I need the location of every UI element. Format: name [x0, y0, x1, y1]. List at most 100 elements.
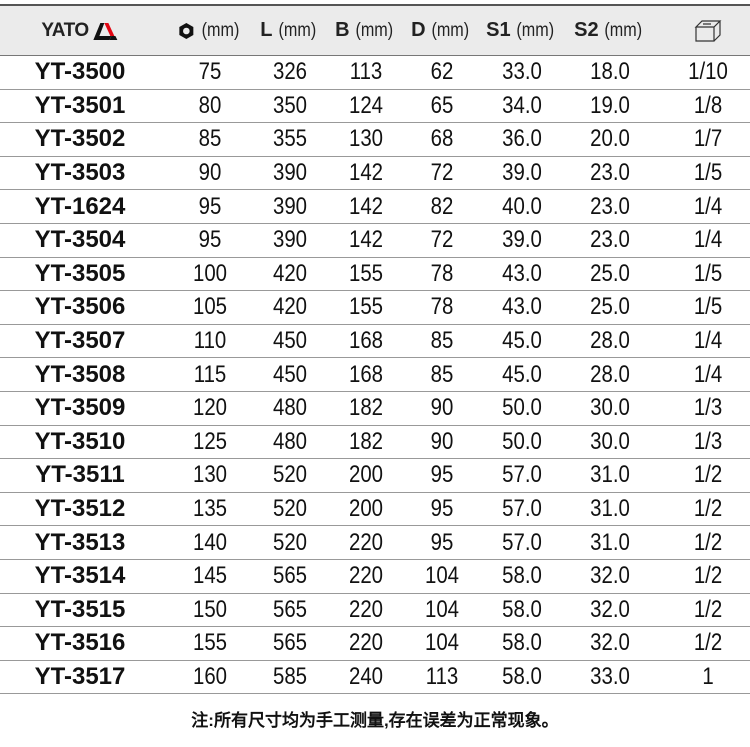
value-cell: 43.0 — [499, 291, 546, 324]
value-cell: 120 — [190, 392, 230, 425]
value-cell: 65 — [429, 90, 456, 123]
cell-text: YT-3507 — [34, 327, 126, 355]
value-cell: 390 — [270, 224, 310, 257]
cell-text: 31.0 — [590, 495, 630, 523]
cell-text: YT-3509 — [34, 394, 126, 422]
value-cell: 33.0 — [499, 56, 546, 89]
value-cell: 58.0 — [499, 560, 546, 593]
value-cell: 130 — [190, 459, 230, 492]
header-b: B (mm) — [335, 6, 397, 55]
cell-text: 200 — [348, 461, 384, 489]
value-cell: 200 — [346, 459, 386, 492]
yato-logo: YATO — [41, 6, 118, 55]
cell-text: 23.0 — [590, 192, 630, 220]
value-cell: 1/2 — [691, 594, 724, 627]
model-cell: YT-3509 — [35, 392, 126, 425]
value-cell: 420 — [270, 258, 310, 291]
cell-text: 565 — [272, 595, 308, 623]
label: S1 — [486, 19, 511, 41]
value-cell: 113 — [347, 56, 385, 89]
cell-text: 1/2 — [693, 528, 723, 556]
cell-text: 155 — [192, 629, 228, 657]
cell-text: 155 — [348, 293, 384, 321]
cell-text: 39.0 — [502, 159, 542, 187]
cell-text: 45.0 — [502, 327, 542, 355]
cell-text: 95 — [198, 226, 222, 254]
cell-text: YT-3500 — [34, 58, 126, 86]
label: L — [260, 19, 273, 41]
value-cell: 75 — [197, 56, 224, 89]
value-cell: 85 — [429, 358, 456, 391]
cell-text: 40.0 — [502, 192, 542, 220]
table-row: YT-3504 95 390 142 72 39.0 23.0 1/4 — [0, 224, 750, 258]
cell-text: 585 — [272, 663, 308, 691]
cell-text: 95 — [198, 192, 222, 220]
value-cell: 95 — [197, 224, 224, 257]
value-cell: 565 — [270, 560, 310, 593]
cell-text: 1 — [702, 663, 714, 691]
cell-text: YT-3511 — [35, 461, 125, 489]
cell-text: YT-3517 — [34, 663, 126, 691]
model-cell: YT-3510 — [35, 426, 126, 459]
cell-text: 90 — [198, 159, 222, 187]
value-cell: 1/2 — [691, 627, 724, 660]
cell-text: 1/2 — [693, 461, 723, 489]
value-cell: 34.0 — [499, 90, 546, 123]
header-s1: S1 (mm) — [486, 6, 558, 55]
table-row: YT-3503 90 390 142 72 39.0 23.0 1/5 — [0, 157, 750, 191]
value-cell: 72 — [429, 157, 456, 190]
value-cell: 150 — [190, 594, 230, 627]
cell-text: 113 — [349, 58, 383, 86]
cell-text: 50.0 — [502, 427, 542, 455]
value-cell: 182 — [346, 426, 386, 459]
cell-text: 1/2 — [693, 562, 723, 590]
cell-text: 1/5 — [693, 293, 723, 321]
cell-text: YT-3505 — [34, 259, 126, 287]
value-cell: 1/3 — [691, 392, 724, 425]
table-row: YT-3501 80 350 124 65 34.0 19.0 1/8 — [0, 90, 750, 124]
cell-text: 50.0 — [502, 394, 542, 422]
unit: (mm) — [431, 19, 470, 41]
cell-text: 110 — [193, 327, 227, 355]
value-cell: 58.0 — [499, 661, 546, 694]
cell-text: 23.0 — [590, 226, 630, 254]
logo-mark-icon — [93, 22, 118, 40]
cell-text: 85 — [430, 327, 454, 355]
table-row: YT-3500 75 326 113 62 33.0 18.0 1/10 — [0, 56, 750, 90]
value-cell: 85 — [197, 123, 224, 156]
value-cell: 585 — [270, 661, 310, 694]
cell-text: 1/2 — [693, 595, 723, 623]
value-cell: 1/4 — [691, 358, 724, 391]
cell-text: 520 — [272, 528, 308, 556]
value-cell: 390 — [270, 190, 310, 223]
cell-text: 480 — [272, 394, 308, 422]
table-row: YT-3505 100 420 155 78 43.0 25.0 1/5 — [0, 258, 750, 292]
value-cell: 1/5 — [691, 258, 724, 291]
value-cell: 31.0 — [587, 459, 634, 492]
value-cell: 1/7 — [691, 123, 724, 156]
cell-text: 82 — [430, 192, 454, 220]
cell-text: 1/10 — [688, 58, 728, 86]
table-row: YT-3508 115 450 168 85 45.0 28.0 1/4 — [0, 358, 750, 392]
cell-text: 30.0 — [590, 394, 630, 422]
cell-text: 68 — [430, 125, 454, 153]
model-cell: YT-3517 — [35, 661, 126, 694]
cell-text: 20.0 — [590, 125, 630, 153]
cell-text: 57.0 — [502, 528, 542, 556]
value-cell: 23.0 — [587, 224, 634, 257]
cell-text: YT-3513 — [34, 528, 126, 556]
table-row: YT-3517 160 585 240 113 58.0 33.0 1 — [0, 661, 750, 695]
value-cell: 58.0 — [499, 594, 546, 627]
cell-text: 1/4 — [693, 327, 723, 355]
cell-text: 124 — [348, 91, 384, 119]
value-cell: 104 — [422, 627, 462, 660]
value-cell: 39.0 — [499, 157, 546, 190]
value-cell: 32.0 — [587, 560, 634, 593]
cell-text: 32.0 — [590, 562, 630, 590]
cell-text: 220 — [348, 562, 384, 590]
model-cell: YT-3505 — [35, 258, 126, 291]
value-cell: 32.0 — [587, 627, 634, 660]
cell-text: 182 — [348, 394, 384, 422]
value-cell: 450 — [270, 358, 310, 391]
cell-text: 1/8 — [693, 91, 723, 119]
